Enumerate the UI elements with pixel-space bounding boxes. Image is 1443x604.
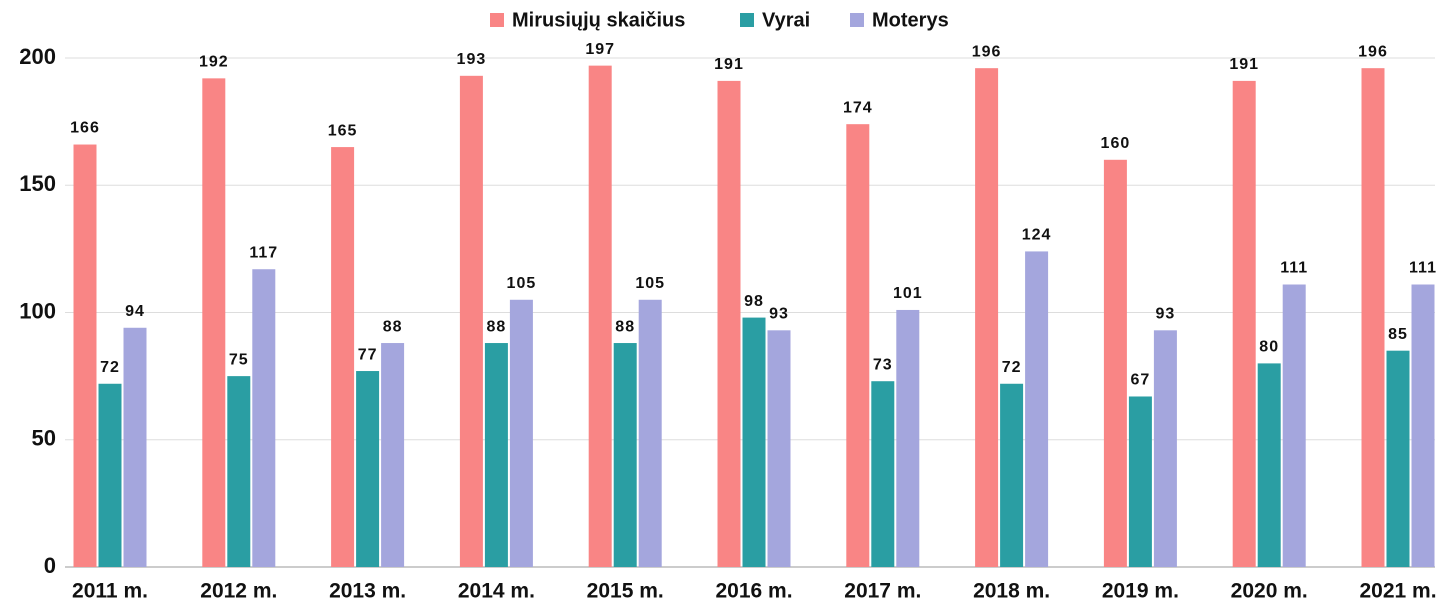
data-label: 191	[1229, 56, 1259, 73]
legend-swatch	[850, 13, 864, 27]
data-label: 88	[487, 318, 507, 335]
legend-label: Vyrai	[762, 9, 810, 31]
data-label: 105	[635, 275, 665, 292]
data-label: 193	[457, 51, 487, 68]
bar	[123, 327, 147, 567]
data-label: 160	[1101, 135, 1131, 152]
bar	[1232, 80, 1256, 567]
data-label: 111	[1409, 260, 1437, 277]
data-label: 101	[893, 285, 923, 302]
bar	[1025, 251, 1049, 568]
bar	[509, 299, 533, 567]
data-label: 196	[1358, 43, 1388, 60]
bar	[588, 65, 612, 567]
bar	[98, 383, 122, 567]
y-tick-label: 50	[32, 426, 56, 451]
bar	[1257, 363, 1281, 567]
bar	[73, 144, 97, 567]
bar	[1128, 396, 1152, 567]
data-label: 197	[585, 41, 615, 58]
data-label: 88	[615, 318, 635, 335]
bar	[613, 343, 637, 567]
x-tick-label: 2017 m.	[844, 580, 921, 603]
data-label: 98	[744, 293, 764, 310]
bar	[356, 371, 380, 567]
bar	[1153, 330, 1177, 567]
data-label: 67	[1131, 372, 1151, 389]
bar	[459, 75, 483, 567]
data-label: 93	[769, 306, 789, 323]
bar	[975, 68, 999, 568]
y-tick-label: 200	[19, 44, 56, 69]
x-tick-label: 2014 m.	[458, 580, 535, 603]
data-label: 165	[328, 122, 358, 139]
x-tick-label: 2013 m.	[329, 580, 406, 603]
x-tick-label: 2015 m.	[587, 580, 664, 603]
bar	[1411, 284, 1435, 567]
bar	[767, 330, 791, 567]
data-label: 72	[100, 359, 120, 376]
bar	[1282, 284, 1306, 567]
data-label: 196	[972, 43, 1002, 60]
data-label: 80	[1259, 339, 1279, 356]
bar	[227, 376, 251, 567]
x-tick-label: 2012 m.	[200, 580, 277, 603]
data-label: 105	[507, 275, 537, 292]
data-label: 192	[199, 54, 229, 71]
bar	[742, 317, 766, 567]
data-label: 166	[70, 120, 100, 137]
data-label: 174	[843, 99, 873, 116]
data-label: 77	[358, 346, 378, 363]
data-label: 93	[1156, 306, 1176, 323]
x-tick-label: 2019 m.	[1102, 580, 1179, 603]
x-tick-label: 2020 m.	[1231, 580, 1308, 603]
legend-swatch	[490, 13, 504, 27]
legend-label: Mirusiųjų skaičius	[512, 9, 685, 31]
data-label: 72	[1002, 359, 1022, 376]
bar	[717, 80, 741, 567]
bar	[1103, 159, 1127, 568]
bar	[331, 147, 355, 567]
data-label: 88	[383, 318, 403, 335]
legend-label: Moterys	[872, 9, 949, 31]
data-label: 73	[873, 356, 893, 373]
y-tick-label: 100	[19, 298, 56, 323]
data-label: 75	[229, 351, 249, 368]
bar	[1000, 383, 1024, 567]
x-tick-label: 2011 m.	[72, 580, 148, 603]
data-label: 94	[125, 303, 145, 320]
data-label: 85	[1388, 326, 1408, 343]
x-tick-label: 2021 m.	[1359, 580, 1436, 603]
bar	[846, 124, 870, 568]
data-label: 191	[714, 56, 744, 73]
bar	[1361, 68, 1385, 568]
bar	[1386, 350, 1410, 567]
data-label: 117	[249, 244, 278, 261]
legend-swatch	[740, 13, 754, 27]
data-label: 124	[1022, 227, 1052, 244]
bar	[896, 309, 920, 567]
y-tick-label: 0	[44, 553, 56, 578]
y-tick-label: 150	[19, 171, 56, 196]
bar	[252, 269, 276, 567]
data-label: 111	[1280, 260, 1308, 277]
x-tick-label: 2018 m.	[973, 580, 1050, 603]
bar	[871, 381, 895, 567]
x-tick-label: 2016 m.	[715, 580, 792, 603]
bar	[638, 299, 662, 567]
bar	[202, 78, 226, 568]
bar	[484, 343, 508, 567]
bar	[381, 343, 405, 567]
